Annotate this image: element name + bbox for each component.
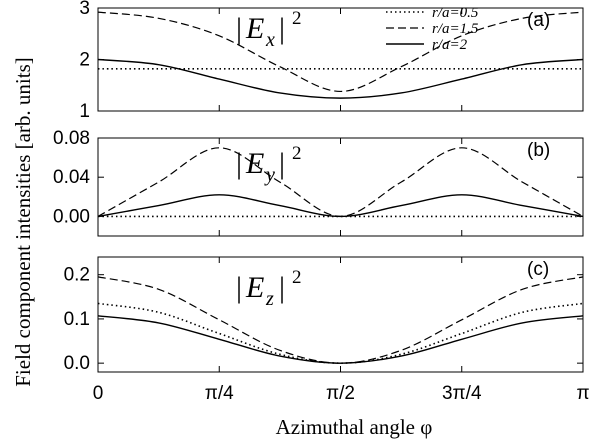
legend-label-r-a-0.5: r/a=0.5 xyxy=(432,5,479,21)
panel-letter: (b) xyxy=(527,140,550,161)
panel-letter: (a) xyxy=(527,10,550,31)
svg-text:|: | xyxy=(236,12,242,45)
y-tick-label: 2 xyxy=(79,50,90,71)
y-tick-label: 0.00 xyxy=(53,206,90,227)
label-Ey: | E y | 2 xyxy=(236,143,302,186)
svg-text:E: E xyxy=(245,271,264,304)
y-tick-label: 0.08 xyxy=(53,128,90,149)
y-tick-label: 0.1 xyxy=(64,309,90,330)
series-solid xyxy=(97,58,584,99)
y-tick-label: 0.2 xyxy=(64,265,90,286)
panel-frame xyxy=(97,7,584,112)
svg-text:|: | xyxy=(279,12,285,45)
legend-label-r-a-1.5: r/a=1.5 xyxy=(432,21,479,37)
y-tick-label: 0.04 xyxy=(53,167,90,188)
svg-text:E: E xyxy=(245,12,264,45)
x-tick-label: 0 xyxy=(93,383,104,404)
x-tick-label: π/4 xyxy=(205,383,234,404)
panel-a: 1 2 3 (a) xyxy=(79,0,584,122)
svg-text:2: 2 xyxy=(292,267,302,288)
x-tick-label: π/2 xyxy=(326,383,355,404)
series-solid xyxy=(97,194,584,218)
svg-text:2: 2 xyxy=(292,8,302,29)
label-Ex: | E x | 2 xyxy=(236,8,302,51)
svg-text:|: | xyxy=(236,147,242,180)
y-tick-label: 0.0 xyxy=(64,353,90,374)
svg-text:|: | xyxy=(236,271,242,304)
svg-text:2: 2 xyxy=(292,143,302,164)
panel-c: 0.0 0.1 0.2 (c) xyxy=(64,256,584,374)
svg-text:|: | xyxy=(279,271,285,304)
series-solid xyxy=(97,315,584,364)
series-dashed xyxy=(97,147,584,218)
svg-text:z: z xyxy=(265,288,274,310)
y-axis-title: Field component intensities [arb. units] xyxy=(11,57,35,387)
panel-frame xyxy=(97,256,584,373)
x-axis-title: Azimuthal angle φ xyxy=(276,415,433,439)
panel-letter: (c) xyxy=(527,259,549,280)
plot-area: 1 2 3 (a) 0.00 0.04 0.08 (b) 0.0 0.1 0.2 (c) 0 π/4 π/2… xyxy=(53,0,590,404)
series-dashed xyxy=(97,276,584,364)
series-dotted xyxy=(97,302,584,364)
panel-b: 0.00 0.04 0.08 (b) xyxy=(53,128,584,237)
svg-text:|: | xyxy=(279,147,285,180)
svg-text:E: E xyxy=(245,147,264,180)
y-tick-label: 3 xyxy=(79,0,90,19)
series-dashed xyxy=(97,11,584,93)
label-Ez: | E z | 2 xyxy=(236,267,302,310)
legend-label-r-a-2: r/a=2 xyxy=(432,37,468,53)
svg-text:x: x xyxy=(265,29,275,51)
panel-frame xyxy=(97,137,584,237)
legend: r/a=0.5 r/a=1.5 r/a=2 xyxy=(386,5,479,53)
y-tick-label: 1 xyxy=(79,101,90,122)
x-tick-label: 3π/4 xyxy=(442,383,482,404)
x-tick-label: π xyxy=(576,383,589,404)
